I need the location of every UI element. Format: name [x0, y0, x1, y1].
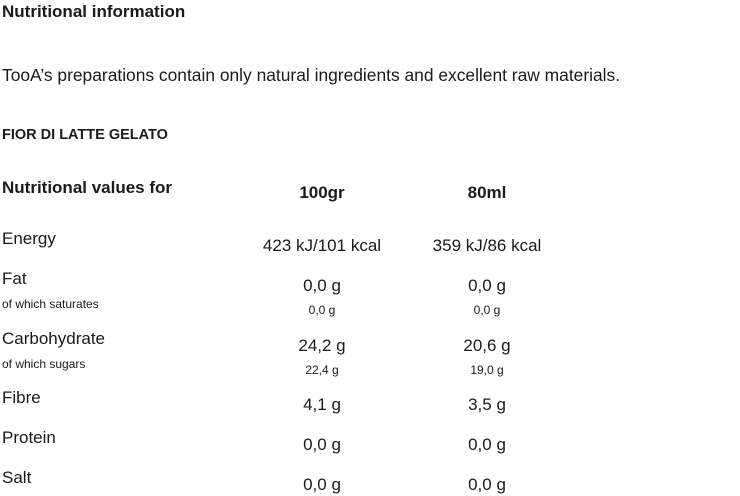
sub-row-value: 0,0 g — [308, 303, 336, 317]
row-value: 423 kJ/101 kcal — [262, 236, 382, 255]
row-value: 0,0 g — [303, 435, 341, 454]
column-header: 100gr — [299, 183, 345, 202]
row-value: 359 kJ/86 kcal — [432, 236, 542, 255]
intro: TooA’s preparations contain only natural… — [2, 65, 621, 85]
sub-row-value: 22,4 g — [305, 363, 339, 377]
column-header: Nutritional values for — [2, 178, 173, 197]
sub-row-label: of which saturates — [2, 297, 99, 311]
row-value: 0,0 g — [303, 475, 341, 494]
row-value: 20,6 g — [463, 336, 511, 355]
row-value: 0,0 g — [468, 276, 506, 295]
row-value: 24,2 g — [298, 336, 346, 355]
row-value: 0,0 g — [303, 276, 341, 295]
row-value: 0,0 g — [468, 435, 506, 454]
product-name: FIOR DI LATTE GELATO — [2, 127, 168, 143]
row-label: Fibre — [2, 388, 41, 407]
row-value: 4,1 g — [303, 395, 341, 414]
row-value: 3,5 g — [468, 395, 506, 414]
sub-row-value: 19,0 g — [470, 363, 504, 377]
column-header: 80ml — [467, 183, 507, 202]
row-label: Fat — [2, 269, 27, 288]
title: Nutritional information — [2, 2, 186, 21]
row-label: Protein — [2, 428, 56, 447]
row-label: Salt — [2, 468, 32, 487]
sub-row-label: of which sugars — [2, 357, 86, 371]
sub-row-value: 0,0 g — [473, 303, 501, 317]
row-label: Energy — [2, 229, 56, 248]
row-label: Carbohydrate — [2, 329, 106, 348]
row-value: 0,0 g — [468, 475, 506, 494]
